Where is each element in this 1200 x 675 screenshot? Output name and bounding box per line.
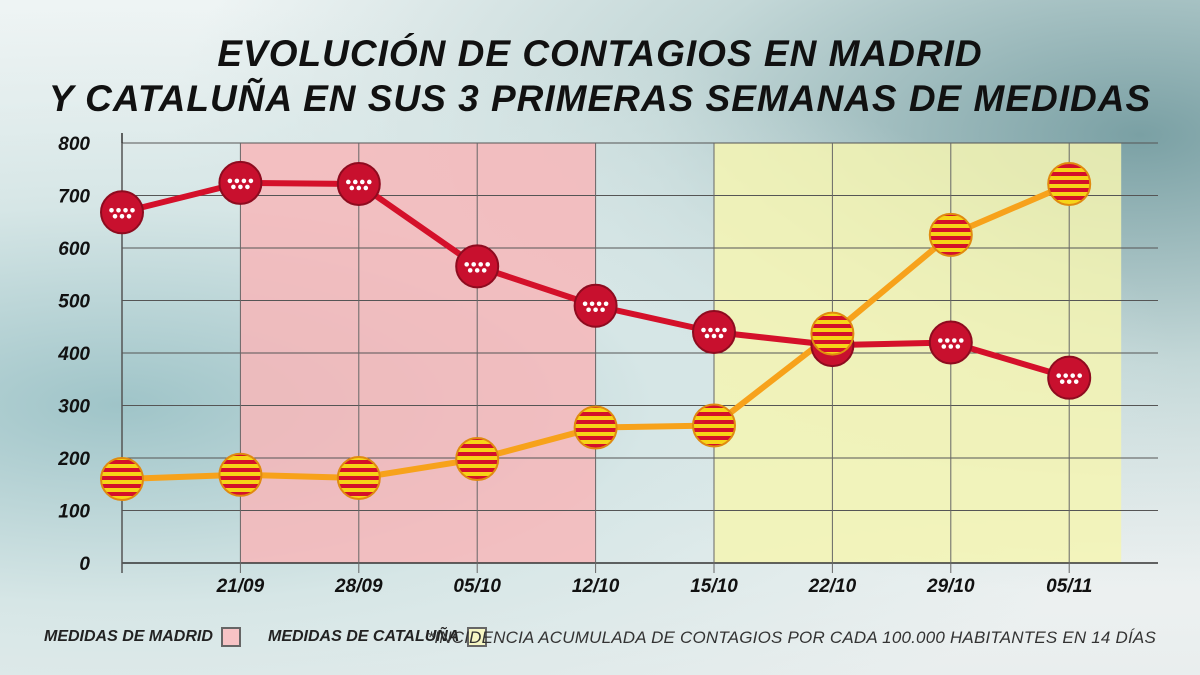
y-tick-label: 800	[58, 134, 90, 155]
data-point-cataluna	[100, 457, 144, 501]
data-point-cataluna	[573, 405, 618, 450]
x-tick-label: 15/10	[690, 576, 738, 597]
legend-madrid-label: MEDIDAS DE MADRID	[44, 628, 213, 645]
y-tick-label: 100	[58, 502, 90, 523]
x-tick-label: 22/10	[808, 576, 857, 597]
x-tick-label: 28/09	[334, 576, 383, 597]
y-tick-label: 0	[79, 554, 90, 575]
data-point-cataluna	[692, 403, 736, 448]
data-point-madrid	[455, 244, 500, 289]
footnote: *INCIDENCIA ACUMULADA DE CONTAGIOS POR C…	[427, 628, 1156, 647]
legend-madrid: MEDIDAS DE MADRID	[44, 627, 241, 647]
y-tick-label: 200	[57, 449, 90, 470]
legend-cataluna-swatch	[467, 627, 488, 647]
y-tick-label: 500	[58, 292, 90, 313]
data-point-cataluna	[218, 452, 263, 497]
legend-cataluna: MEDIDAS DE CATALUÑA	[268, 627, 488, 647]
data-point-cataluna	[1047, 161, 1092, 206]
y-tick-label: 600	[58, 239, 90, 260]
data-point-madrid	[218, 160, 263, 205]
legend-cataluna-label: MEDIDAS DE CATALUÑA	[268, 628, 460, 645]
data-point-cataluna	[810, 311, 855, 356]
x-tick-label: 05/10	[453, 576, 501, 597]
chart-title-line2: Y CATALUÑA EN SUS 3 PRIMERAS SEMANAS DE …	[48, 78, 1152, 119]
legend-madrid-swatch	[220, 627, 241, 647]
x-tick-label: 12/10	[572, 576, 620, 597]
x-tick-label: 29/10	[926, 576, 975, 597]
data-point-madrid	[336, 161, 381, 206]
data-point-cataluna	[928, 212, 973, 257]
x-tick-label: 05/11	[1046, 576, 1092, 597]
data-point-cataluna	[336, 455, 381, 500]
data-point-madrid	[692, 310, 736, 354]
y-tick-label: 300	[58, 397, 90, 418]
y-tick-label: 400	[57, 344, 90, 365]
y-tick-label: 700	[58, 187, 90, 208]
data-point-madrid	[928, 320, 973, 365]
chart-title-line1: EVOLUCIÓN DE CONTAGIOS EN MADRID	[217, 33, 983, 74]
data-point-madrid	[1047, 355, 1092, 400]
data-point-cataluna	[455, 437, 500, 482]
data-point-madrid	[100, 190, 144, 235]
x-tick-label: 21/09	[216, 576, 265, 597]
data-point-madrid	[573, 283, 618, 328]
